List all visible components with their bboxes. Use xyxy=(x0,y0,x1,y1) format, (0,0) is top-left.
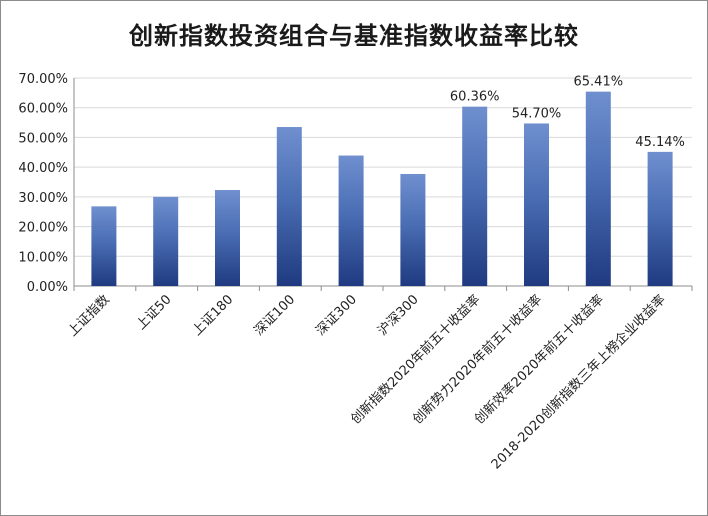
y-tick-label: 70.00% xyxy=(18,72,68,87)
bar xyxy=(462,106,488,287)
bar xyxy=(215,190,240,286)
category-label: 创新势力2020年前五十收益率 xyxy=(409,292,545,428)
category-label: 上证180 xyxy=(190,292,237,339)
data-label: 54.70% xyxy=(512,106,562,121)
bar xyxy=(338,155,364,286)
bar xyxy=(400,173,426,286)
category-label: 创新指数2020年前五十收益率 xyxy=(348,292,484,428)
y-tick-label: 30.00% xyxy=(18,191,68,206)
data-label: 65.41% xyxy=(574,75,624,90)
data-labels: 60.36% 54.70% 65.41% 45.14% xyxy=(450,75,685,150)
data-label: 60.36% xyxy=(450,90,500,105)
bar xyxy=(647,151,673,286)
y-tick-label: 60.00% xyxy=(18,102,68,117)
category-label: 沪深300 xyxy=(374,292,421,339)
category-label: 深证300 xyxy=(313,292,360,339)
category-label: 深证100 xyxy=(252,292,299,339)
bar xyxy=(153,196,179,286)
y-tick-label: 10.00% xyxy=(18,250,68,265)
category-label: 上证50 xyxy=(134,292,175,333)
y-tick-label: 20.00% xyxy=(18,221,68,236)
y-tick-label: 40.00% xyxy=(18,161,68,176)
x-axis: 上证指数 上证50 上证180 深证100 深证300 沪深300创新指数2020年前五十… xyxy=(65,286,693,472)
data-label: 45.14% xyxy=(635,135,685,150)
bar xyxy=(524,123,549,286)
y-tick-label: 50.00% xyxy=(18,131,68,146)
y-tick-label: 0.00% xyxy=(27,280,68,295)
chart-title: 创新指数投资组合与基准指数收益率比较 xyxy=(129,22,579,50)
bar xyxy=(91,206,117,286)
bars xyxy=(91,91,673,287)
category-label: 上证指数 xyxy=(65,292,112,339)
bar xyxy=(585,91,611,286)
bar xyxy=(276,127,302,287)
category-label: 创新效率2020年前五十收益率 xyxy=(471,292,607,428)
